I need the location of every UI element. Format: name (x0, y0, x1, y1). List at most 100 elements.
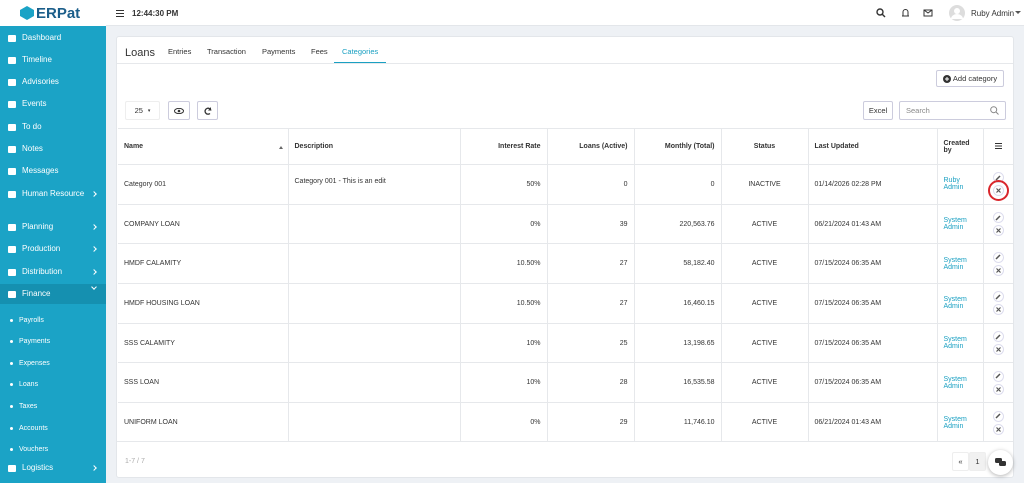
submenu-item[interactable]: Vouchers (0, 440, 106, 460)
table-cell: ACTIVE (721, 243, 809, 284)
menu-item[interactable]: Events (0, 99, 106, 109)
edit-button[interactable] (992, 212, 1004, 224)
logo[interactable]: ERPat (0, 0, 106, 26)
menu-label: Dashboard (22, 33, 62, 42)
cell-text: 11,746.10 (683, 419, 715, 427)
menu-item[interactable]: To do (0, 122, 106, 132)
table-cell: 10% (460, 322, 548, 363)
column-header-label: Monthly (Total) (664, 143, 715, 150)
menu-item[interactable]: Finance (0, 284, 106, 304)
delete-button[interactable] (992, 225, 1004, 237)
created-by-link[interactable]: System Admin (943, 296, 967, 311)
delete-button[interactable] (992, 344, 1004, 356)
column-header[interactable]: Created by (937, 128, 984, 165)
delete-button[interactable] (987, 180, 1009, 202)
created-by-link[interactable]: System Admin (943, 256, 967, 271)
tab[interactable]: Fees (311, 47, 328, 56)
chat-button[interactable] (988, 450, 1013, 475)
column-header[interactable]: Last Updated (808, 128, 938, 165)
submenu-label: Payments (19, 338, 51, 346)
table-row: HMDF CALAMITY 10.50% 27 58,182.40 ACTIVE 07/1… (118, 243, 1013, 284)
column-header[interactable]: Description (288, 128, 461, 165)
logo-text: ERPat (36, 4, 81, 22)
created-by-link[interactable]: System Admin (943, 217, 967, 232)
table-cell (288, 322, 461, 363)
column-header-label: Description (294, 143, 334, 150)
submenu-item[interactable]: Payments (0, 332, 106, 352)
menu-label: Events (22, 99, 47, 108)
menu-item[interactable]: Production (0, 244, 106, 254)
table-cell: ACTIVE (721, 203, 809, 244)
created-by-link[interactable]: System Admin (943, 415, 967, 430)
refresh-button[interactable] (197, 101, 218, 120)
menu-label: Finance (22, 289, 51, 298)
menu-toggle[interactable] (116, 10, 124, 17)
created-by-link[interactable]: Ruby Admin (943, 177, 964, 192)
menu-icon (8, 223, 16, 231)
edit-button[interactable] (992, 291, 1004, 303)
user-caret (1015, 11, 1021, 17)
menu-item[interactable]: Planning (0, 222, 106, 232)
edit-button[interactable] (992, 410, 1004, 422)
user-name[interactable]: Ruby Admin (971, 9, 1015, 18)
submenu-item[interactable]: Expenses (0, 353, 106, 373)
submenu-item[interactable]: Taxes (0, 396, 106, 416)
menu-label: Planning (22, 222, 54, 231)
edit-icon (995, 175, 1001, 181)
tab[interactable]: Payments (262, 47, 296, 56)
column-header[interactable]: Monthly (Total) (634, 128, 722, 165)
edit-button[interactable] (992, 172, 1004, 184)
page-button[interactable]: 1 (969, 452, 986, 471)
tab[interactable]: Categories (334, 47, 387, 64)
tab[interactable]: Entries (168, 47, 192, 56)
menu-item[interactable]: Messages (0, 166, 106, 176)
table-cell: 50% (460, 164, 548, 205)
column-header[interactable]: Interest Rate (460, 128, 548, 165)
column-toggle[interactable] (168, 101, 190, 120)
edit-button[interactable] (992, 251, 1004, 263)
search-box[interactable]: Search (899, 101, 1006, 120)
table-row: SSS LOAN 10% 28 16,535.58 ACTIVE 07/15/2024 0… (118, 362, 1013, 403)
edit-button[interactable] (992, 331, 1004, 343)
column-header[interactable]: Loans (Active) (547, 128, 635, 165)
column-header[interactable]: Status (721, 128, 809, 165)
table-row: SSS CALAMITY 10% 25 13,198.65 ACTIVE 07/15/20… (118, 322, 1013, 363)
delete-button[interactable] (992, 423, 1004, 435)
delete-button[interactable] (992, 383, 1004, 395)
menu-item[interactable]: Human Resource (0, 189, 106, 199)
created-by-link[interactable]: System Admin (943, 336, 967, 351)
menu-icon (8, 34, 16, 42)
edit-button[interactable] (992, 370, 1004, 382)
menu-item[interactable]: Logistics (0, 463, 106, 473)
delete-button[interactable] (992, 304, 1004, 316)
menu-label: Production (22, 244, 61, 253)
menu-item[interactable]: Advisories (0, 77, 106, 87)
submenu-item[interactable]: Payrolls (0, 310, 106, 330)
prev-page[interactable]: « (952, 452, 969, 471)
menu-item[interactable]: Distribution (0, 267, 106, 277)
actions-cell (983, 203, 1013, 244)
record-range: 1-7 / 7 (125, 458, 145, 465)
submenu-bullet (10, 383, 13, 387)
tab[interactable]: Transaction (207, 47, 246, 56)
column-header-label: Status (753, 143, 776, 150)
cell-text: 06/21/2024 01:43 AM (814, 419, 882, 427)
menu-item[interactable]: Timeline (0, 55, 106, 65)
menu-arrow (91, 465, 97, 471)
created-by-link[interactable]: System Admin (943, 375, 967, 390)
page-number: 1 (975, 457, 980, 466)
menu-item[interactable]: Notes (0, 144, 106, 154)
top-icons[interactable] (876, 8, 946, 18)
column-header[interactable]: Name (118, 128, 289, 165)
cell-text: 07/15/2024 06:35 AM (814, 299, 882, 307)
add-category-button[interactable]: Add category (936, 70, 1004, 87)
menu-item[interactable]: Dashboard (0, 33, 106, 43)
submenu-item[interactable]: Accounts (0, 418, 106, 438)
delete-button[interactable] (992, 264, 1004, 276)
excel-button[interactable]: Excel (863, 101, 893, 120)
submenu-item[interactable]: Loans (0, 375, 106, 395)
avatar[interactable] (948, 4, 966, 22)
page-size[interactable]: 25 ▾ (125, 101, 160, 120)
delete-icon (995, 386, 1001, 392)
